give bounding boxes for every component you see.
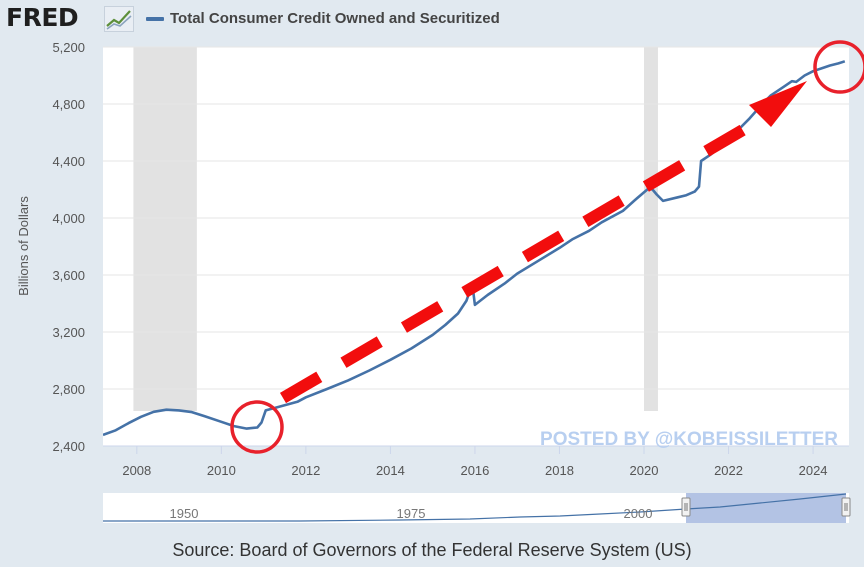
y-tick-label: 5,200: [52, 40, 85, 55]
y-tick-label: 4,400: [52, 154, 85, 169]
x-tick-label: 2024: [799, 463, 828, 478]
y-tick-label: 4,800: [52, 97, 85, 112]
navigator-tick-label: 2000: [624, 506, 653, 521]
annotation-circle-start: [230, 400, 284, 454]
time-range-navigator[interactable]: 1950 1975 2000: [103, 493, 851, 523]
trend-arrow-shaft: [279, 114, 764, 404]
fred-logo[interactable]: FRED: [6, 3, 79, 32]
chart: 2,400 2,800 3,200 3,600 4,000 4,400 4,800 5,200…: [16, 40, 864, 523]
x-tick-label: 2014: [376, 463, 405, 478]
watermark: POSTED BY @KOBEISSILETTER: [540, 429, 838, 450]
y-tick-label: 4,000: [52, 211, 85, 226]
x-tick-label: 2022: [714, 463, 743, 478]
navigator-series: [103, 493, 847, 522]
x-tick-label: 2008: [122, 463, 151, 478]
navigator-handle-right[interactable]: [841, 497, 851, 517]
y-axis-label: Billions of Dollars: [16, 196, 31, 296]
source-note: Source: Board of Governors of the Federa…: [172, 540, 692, 560]
line-chart-icon: [104, 6, 134, 32]
x-tick-label: 2010: [207, 463, 236, 478]
x-tick-label: 2012: [291, 463, 320, 478]
x-tick-label: 2018: [545, 463, 574, 478]
y-tick-label: 3,200: [52, 325, 85, 340]
x-tick-label: 2020: [630, 463, 659, 478]
y-tick-label: 3,600: [52, 268, 85, 283]
navigator-tick-label: 1975: [397, 506, 426, 521]
y-tick-label: 2,800: [52, 382, 85, 397]
legend-swatch: [146, 17, 164, 21]
navigator-tick-label: 1950: [170, 506, 199, 521]
navigator-handle-left[interactable]: [681, 497, 691, 517]
chart-header: FRED Total Consumer Credit Owned and Sec…: [0, 0, 864, 38]
recession-band: [133, 47, 197, 411]
x-tick-label: 2016: [460, 463, 489, 478]
legend-series-label: Total Consumer Credit Owned and Securiti…: [170, 10, 500, 27]
plot-area: [103, 47, 849, 446]
trend-arrow-head: [749, 81, 807, 127]
recession-band: [644, 47, 658, 411]
annotation-circle-end: [813, 40, 864, 94]
y-tick-label: 2,400: [52, 439, 85, 454]
